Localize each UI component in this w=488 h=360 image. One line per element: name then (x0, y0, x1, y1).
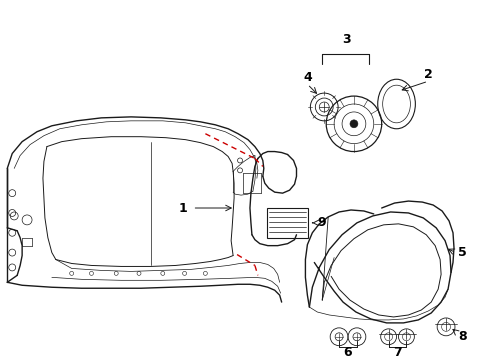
Text: 9: 9 (316, 216, 325, 229)
Text: 6: 6 (343, 346, 351, 359)
Text: 4: 4 (303, 71, 311, 84)
Text: 7: 7 (392, 346, 401, 359)
Text: 2: 2 (423, 68, 432, 81)
Text: 3: 3 (341, 33, 349, 46)
Text: 8: 8 (458, 330, 466, 343)
Text: 5: 5 (457, 246, 466, 259)
Text: 1: 1 (178, 202, 186, 215)
Circle shape (349, 120, 357, 128)
